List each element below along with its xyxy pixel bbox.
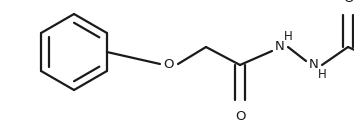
Text: N: N [275, 41, 285, 53]
Text: O: O [235, 110, 245, 123]
Text: N: N [309, 59, 319, 72]
Text: O: O [164, 57, 174, 70]
Text: H: H [318, 68, 326, 82]
Text: H: H [284, 30, 292, 43]
Text: O: O [343, 0, 353, 5]
